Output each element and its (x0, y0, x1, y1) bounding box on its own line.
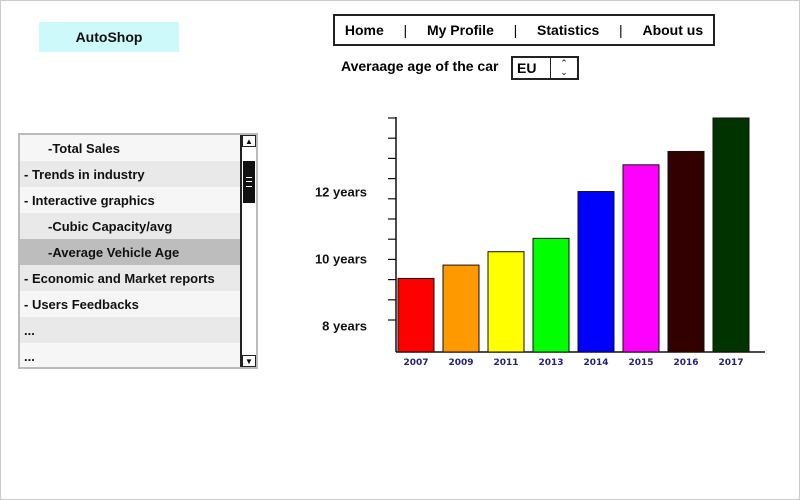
sidebar-item-cubic-capacity[interactable]: -Cubic Capacity/avg (20, 213, 242, 239)
chart-bar (577, 191, 615, 353)
stepper-arrows[interactable]: ⌃ ⌄ (551, 59, 577, 77)
nav-separator: | (403, 22, 408, 38)
y-tick-label: 8 years (322, 318, 367, 333)
x-tick-label: 2009 (448, 358, 473, 368)
chevron-up-icon[interactable]: ⌃ (560, 58, 568, 68)
chart-bar (442, 264, 480, 353)
scroll-down-icon[interactable]: ▼ (242, 355, 256, 367)
x-tick-label: 2007 (403, 358, 428, 368)
nav-about-us[interactable]: About us (642, 22, 704, 38)
sidebar-item-interactive-graphics[interactable]: - Interactive graphics (20, 187, 242, 213)
chart-bar (532, 237, 570, 353)
chart-bar (667, 150, 705, 353)
sidebar-item-trends[interactable]: - Trends in industry (20, 161, 242, 187)
grip-icon (246, 177, 252, 187)
region-selector-label: Averaage age of the car (341, 58, 499, 74)
nav-statistics[interactable]: Statistics (537, 22, 600, 38)
sidebar-scrollbar[interactable]: ▲ ▼ (240, 135, 256, 367)
sidebar-item-more[interactable]: ... (20, 317, 242, 343)
x-tick-label: 2011 (493, 358, 518, 368)
chart-bar (712, 117, 750, 353)
app-logo[interactable]: AutoShop (39, 22, 179, 52)
x-tick-label: 2013 (538, 358, 563, 368)
y-tick-label: 10 years (315, 251, 367, 266)
x-tick-label: 2014 (583, 358, 608, 368)
chart-bar (397, 277, 435, 353)
region-value[interactable]: EU (513, 58, 551, 78)
sidebar-item-economic-reports[interactable]: - Economic and Market reports (20, 265, 242, 291)
sidebar-item-average-vehicle-age[interactable]: -Average Vehicle Age (20, 239, 242, 265)
chart-bar (487, 251, 525, 353)
x-tick-label: 2017 (718, 358, 743, 368)
chart-bar (622, 164, 660, 353)
sidebar-menu: -Total Sales - Trends in industry - Inte… (18, 133, 258, 369)
sidebar-item-total-sales[interactable]: -Total Sales (20, 135, 242, 161)
nav-home[interactable]: Home (344, 22, 384, 38)
chevron-down-icon[interactable]: ⌄ (560, 67, 568, 77)
nav-separator: | (513, 22, 518, 38)
sidebar-item-users-feedbacks[interactable]: - Users Feedbacks (20, 291, 242, 317)
scroll-thumb[interactable] (243, 161, 255, 203)
nav-my-profile[interactable]: My Profile (426, 22, 494, 38)
scroll-up-icon[interactable]: ▲ (242, 135, 256, 147)
y-tick-label: 12 years (315, 185, 367, 200)
x-tick-label: 2016 (673, 358, 698, 368)
sidebar-item-more[interactable]: ... (20, 343, 242, 367)
x-tick-label: 2015 (628, 358, 653, 368)
top-nav: Home | My Profile | Statistics | About u… (333, 14, 715, 46)
region-stepper[interactable]: EU ⌃ ⌄ (511, 56, 579, 80)
nav-separator: | (619, 22, 623, 38)
